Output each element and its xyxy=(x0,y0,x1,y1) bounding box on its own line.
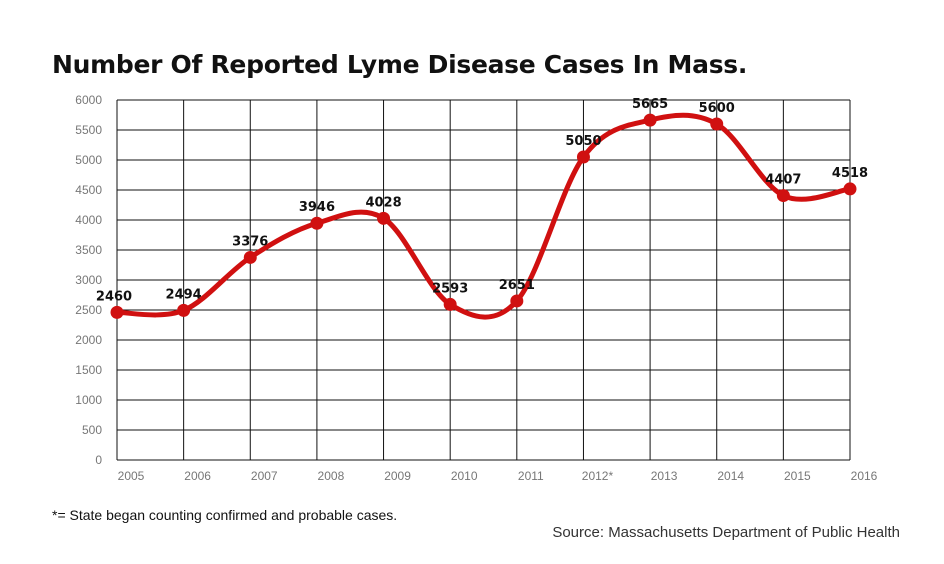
data-points xyxy=(110,113,857,319)
data-label: 5050 xyxy=(565,134,601,149)
data-point xyxy=(843,182,857,196)
x-tick-label: 2005 xyxy=(118,469,145,483)
y-axis-ticks: 0 500 1000 1500 2000 2500 3000 3500 4000 4500 5000… xyxy=(75,93,102,467)
y-tick-label: 3500 xyxy=(75,243,102,257)
x-tick-label: 2013 xyxy=(651,469,678,483)
footnote: *= State began counting confirmed and pr… xyxy=(52,507,398,523)
data-label: 2460 xyxy=(96,289,132,304)
y-tick-label: 5500 xyxy=(75,123,102,137)
data-point xyxy=(443,297,457,311)
x-tick-label: 2008 xyxy=(318,469,345,483)
data-point xyxy=(110,305,124,319)
data-label: 4518 xyxy=(832,166,868,181)
data-label: 4028 xyxy=(365,195,401,210)
data-label: 2593 xyxy=(432,281,468,296)
source-note: Source: Massachusetts Department of Publ… xyxy=(552,524,900,541)
y-tick-label: 4000 xyxy=(75,213,102,227)
y-tick-label: 5000 xyxy=(75,153,102,167)
chart-title: Number Of Reported Lyme Disease Cases In… xyxy=(52,50,748,79)
data-label: 2494 xyxy=(166,287,202,302)
x-tick-label: 2011 xyxy=(518,469,544,483)
data-label: 3376 xyxy=(232,234,268,249)
y-tick-label: 2500 xyxy=(75,303,102,317)
data-label: 4407 xyxy=(765,173,801,188)
y-tick-label: 1500 xyxy=(75,363,102,377)
data-label: 5600 xyxy=(699,101,735,116)
x-tick-label: 2009 xyxy=(384,469,411,483)
y-tick-label: 3000 xyxy=(75,273,102,287)
data-point xyxy=(377,211,391,225)
x-tick-label: 2015 xyxy=(784,469,811,483)
data-label: 5665 xyxy=(632,97,668,112)
y-tick-label: 6000 xyxy=(75,93,102,107)
x-tick-label: 2006 xyxy=(184,469,211,483)
y-tick-label: 4500 xyxy=(75,183,102,197)
data-point xyxy=(643,113,657,127)
x-tick-label: 2007 xyxy=(251,469,278,483)
data-label: 2651 xyxy=(499,278,535,293)
y-tick-label: 1000 xyxy=(75,393,102,407)
y-tick-label: 2000 xyxy=(75,333,102,347)
gridlines xyxy=(116,99,851,461)
data-labels: 2460 2494 3376 3946 4028 2593 2651 5050 5665 5600… xyxy=(96,97,868,304)
series-line xyxy=(114,112,853,320)
data-point xyxy=(177,303,191,317)
data-point xyxy=(510,294,524,308)
data-point xyxy=(310,216,324,230)
y-tick-label: 0 xyxy=(95,453,102,467)
data-point xyxy=(243,250,257,264)
x-axis-ticks: 2005 2006 2007 2008 2009 2010 2011 2012* 2013 201… xyxy=(118,469,878,483)
x-tick-label: 2016 xyxy=(851,469,878,483)
y-tick-label: 500 xyxy=(82,423,102,437)
data-point xyxy=(710,117,724,131)
x-tick-label: 2012* xyxy=(582,469,614,483)
data-label: 3946 xyxy=(299,200,335,215)
x-tick-label: 2010 xyxy=(451,469,478,483)
x-tick-label: 2014 xyxy=(717,469,744,483)
data-point xyxy=(776,189,790,203)
data-point xyxy=(576,150,590,164)
